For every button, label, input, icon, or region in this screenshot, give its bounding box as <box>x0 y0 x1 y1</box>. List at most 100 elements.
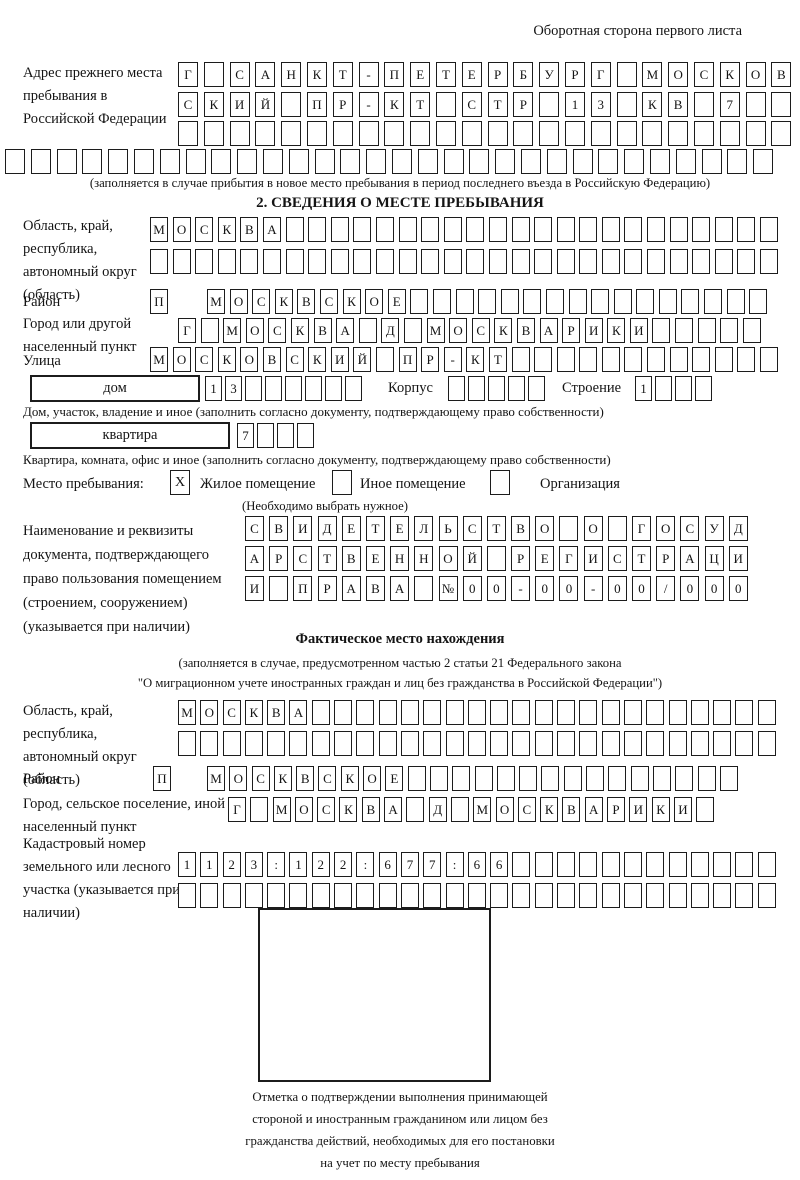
form-cell: К <box>340 766 359 791</box>
stay-checkbox-organization <box>490 470 510 495</box>
form-cell <box>692 217 711 242</box>
form-cell: И <box>229 92 250 117</box>
form-cell: О <box>495 797 514 822</box>
form-cell <box>443 217 462 242</box>
form-cell <box>308 249 327 274</box>
district-first-cell: П <box>150 289 168 314</box>
form-cell: М <box>178 700 196 725</box>
actual-location-note-1: (заполняется в случае, предусмотренном ч… <box>178 656 622 670</box>
form-cell <box>443 149 464 174</box>
form-cell <box>308 217 327 242</box>
stay-option-other-premises-label: Иное помещение <box>360 476 466 492</box>
form-cell <box>613 289 632 314</box>
form-cell <box>647 347 666 372</box>
form-cell <box>150 249 168 274</box>
form-cell: 7 <box>719 92 740 117</box>
form-cell <box>398 249 417 274</box>
stay-option-residential-label: Жилое помещение <box>200 476 316 492</box>
form-cell <box>281 121 302 146</box>
prev-address-row-3 <box>178 121 792 146</box>
form-cell: Т <box>410 92 431 117</box>
form-cell: 1 <box>205 376 222 401</box>
form-cell <box>467 731 486 756</box>
form-cell <box>623 700 642 725</box>
form-cell <box>601 883 620 908</box>
form-cell <box>108 149 129 174</box>
form-cell: О <box>200 700 219 725</box>
form-cell: П <box>384 62 405 87</box>
form-cell <box>486 546 506 571</box>
form-cell: А <box>255 62 276 87</box>
form-cell: К <box>339 797 358 822</box>
region-label: Область, край, республика, автономный ок… <box>23 218 137 303</box>
form-cell <box>443 249 462 274</box>
form-cell <box>289 731 308 756</box>
form-cell: А <box>341 576 361 601</box>
form-cell <box>579 347 598 372</box>
form-cell <box>646 883 665 908</box>
form-cell: № <box>438 576 458 601</box>
form-cell: 0 <box>535 576 555 601</box>
form-cell: 0 <box>486 576 506 601</box>
form-cell: М <box>223 318 242 343</box>
form-cell <box>701 149 722 174</box>
house-note: Дом, участок, владение и иное (заполнить… <box>23 404 604 419</box>
form-cell: В <box>562 797 581 822</box>
form-cell <box>757 700 776 725</box>
form-cell: 3 <box>590 92 611 117</box>
form-cell <box>488 217 507 242</box>
form-cell: Г <box>178 318 196 343</box>
form-cell <box>467 700 486 725</box>
form-cell: С <box>252 289 271 314</box>
form-cell <box>403 318 422 343</box>
form-cell <box>704 289 723 314</box>
doc-label: Наименование и реквизиты документа, подт… <box>23 523 222 635</box>
form-cell: 7 <box>400 852 419 877</box>
form-cell: К <box>642 92 663 117</box>
form-cell <box>669 217 688 242</box>
form-cell <box>742 318 761 343</box>
form-cell: Р <box>332 92 353 117</box>
form-cell <box>608 766 627 791</box>
form-cell: Б <box>513 62 534 87</box>
section2-title: 2. СВЕДЕНИЯ О МЕСТЕ ПРЕБЫВАНИЯ <box>256 195 544 211</box>
form-cell <box>753 149 774 174</box>
form-cell <box>267 883 286 908</box>
form-cell: И <box>629 318 648 343</box>
form-cell <box>579 249 598 274</box>
form-cell <box>490 883 509 908</box>
form-cell <box>262 149 283 174</box>
form-cell: И <box>330 347 349 372</box>
form-cell: 0 <box>462 576 482 601</box>
form-cell: П <box>153 766 171 791</box>
actual-district-first-cell: П <box>153 766 171 791</box>
form-cell <box>450 797 469 822</box>
form-cell: Р <box>269 546 289 571</box>
form-cell: Е <box>410 62 431 87</box>
form-cell <box>652 318 671 343</box>
apartment-note: Квартира, комната, офис и иное (заполнит… <box>23 452 611 467</box>
form-cell <box>203 121 224 146</box>
form-cell <box>669 347 688 372</box>
form-cell <box>658 289 677 314</box>
form-cell <box>534 700 553 725</box>
form-cell: А <box>245 546 264 571</box>
form-cell <box>692 249 711 274</box>
page-side-note: Оборотная сторона первого листа <box>533 23 742 39</box>
house-box: дом <box>30 375 200 402</box>
form-cell <box>432 289 451 314</box>
form-cell <box>647 249 666 274</box>
form-cell: А <box>680 546 700 571</box>
form-cell: Т <box>317 546 337 571</box>
form-cell <box>646 731 665 756</box>
form-cell <box>668 883 687 908</box>
form-cell <box>512 852 531 877</box>
form-cell <box>423 731 442 756</box>
form-cell: В <box>296 766 315 791</box>
form-cell: К <box>244 700 263 725</box>
form-cell: 6 <box>378 852 397 877</box>
form-cell <box>400 883 419 908</box>
form-cell: Н <box>390 546 410 571</box>
form-cell: Е <box>390 516 410 541</box>
